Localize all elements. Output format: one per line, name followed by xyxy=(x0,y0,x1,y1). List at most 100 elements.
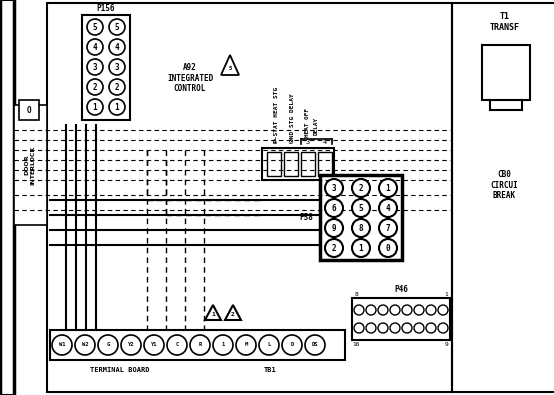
Bar xyxy=(301,152,315,176)
Circle shape xyxy=(121,335,141,355)
Text: 8: 8 xyxy=(354,293,358,297)
Text: G: G xyxy=(106,342,110,348)
Text: DS: DS xyxy=(312,342,318,348)
Circle shape xyxy=(87,39,103,55)
Text: 16: 16 xyxy=(352,342,360,346)
Circle shape xyxy=(144,335,164,355)
Text: W2: W2 xyxy=(82,342,88,348)
Text: 4: 4 xyxy=(386,203,391,213)
Text: 2: 2 xyxy=(332,243,336,252)
Text: DELAY: DELAY xyxy=(314,117,319,135)
Circle shape xyxy=(87,99,103,115)
Text: Y2: Y2 xyxy=(128,342,134,348)
Circle shape xyxy=(87,19,103,35)
Circle shape xyxy=(352,179,370,197)
Text: 2: 2 xyxy=(231,312,235,318)
Circle shape xyxy=(390,323,400,333)
Circle shape xyxy=(379,239,397,257)
Circle shape xyxy=(426,323,436,333)
Text: 4: 4 xyxy=(115,43,119,51)
Circle shape xyxy=(352,199,370,217)
Circle shape xyxy=(354,323,364,333)
Circle shape xyxy=(378,323,388,333)
Bar xyxy=(50,330,345,360)
Text: 2: 2 xyxy=(115,83,119,92)
Bar xyxy=(318,152,332,176)
Circle shape xyxy=(378,305,388,315)
Text: 5: 5 xyxy=(93,23,98,32)
Text: D: D xyxy=(290,342,294,348)
Text: 8: 8 xyxy=(358,224,363,233)
Text: 1: 1 xyxy=(272,139,276,145)
Text: T1
TRANSF: T1 TRANSF xyxy=(490,12,520,32)
Circle shape xyxy=(438,323,448,333)
Circle shape xyxy=(366,323,376,333)
Bar xyxy=(482,45,530,100)
Circle shape xyxy=(325,199,343,217)
Text: 1: 1 xyxy=(115,102,119,111)
Circle shape xyxy=(167,335,187,355)
Circle shape xyxy=(213,335,233,355)
Text: 1: 1 xyxy=(358,243,363,252)
Circle shape xyxy=(438,305,448,315)
Text: M: M xyxy=(244,342,248,348)
Bar xyxy=(320,175,402,260)
Circle shape xyxy=(414,323,424,333)
Bar xyxy=(19,100,39,120)
Circle shape xyxy=(109,79,125,95)
Circle shape xyxy=(87,59,103,75)
Text: P58: P58 xyxy=(299,213,313,222)
Text: O: O xyxy=(27,105,32,115)
Circle shape xyxy=(325,179,343,197)
Bar xyxy=(14,105,47,225)
Text: 4: 4 xyxy=(323,139,327,145)
Text: 2: 2 xyxy=(358,184,363,192)
Circle shape xyxy=(109,19,125,35)
Text: 3: 3 xyxy=(306,139,310,145)
Text: 1: 1 xyxy=(211,312,215,318)
Text: P46: P46 xyxy=(394,286,408,295)
Text: 5: 5 xyxy=(358,203,363,213)
Bar xyxy=(47,3,452,392)
Circle shape xyxy=(98,335,118,355)
Text: P156: P156 xyxy=(97,4,115,13)
Circle shape xyxy=(352,239,370,257)
Text: 2: 2 xyxy=(289,139,293,145)
Text: L: L xyxy=(268,342,270,348)
Bar xyxy=(284,152,298,176)
Circle shape xyxy=(366,305,376,315)
Circle shape xyxy=(282,335,302,355)
Text: 6: 6 xyxy=(332,203,336,213)
Text: 2: 2 xyxy=(93,83,98,92)
Text: 5: 5 xyxy=(115,23,119,32)
Text: 1: 1 xyxy=(93,102,98,111)
Text: 0: 0 xyxy=(386,243,391,252)
Circle shape xyxy=(354,305,364,315)
Text: 1: 1 xyxy=(386,184,391,192)
Text: HEAT OFF: HEAT OFF xyxy=(305,107,310,137)
Text: T-STAT HEAT STG: T-STAT HEAT STG xyxy=(274,87,279,143)
Text: Y1: Y1 xyxy=(151,342,157,348)
Text: 9: 9 xyxy=(332,224,336,233)
Circle shape xyxy=(109,59,125,75)
Circle shape xyxy=(325,239,343,257)
Circle shape xyxy=(402,323,412,333)
Circle shape xyxy=(379,199,397,217)
Text: 1: 1 xyxy=(444,293,448,297)
Circle shape xyxy=(236,335,256,355)
Text: C: C xyxy=(176,342,178,348)
Text: 3: 3 xyxy=(93,62,98,71)
Text: 3: 3 xyxy=(332,184,336,192)
Text: 5: 5 xyxy=(228,66,232,70)
Circle shape xyxy=(190,335,210,355)
Bar xyxy=(262,148,334,180)
Circle shape xyxy=(305,335,325,355)
Circle shape xyxy=(109,39,125,55)
Circle shape xyxy=(390,305,400,315)
Circle shape xyxy=(414,305,424,315)
Text: TERMINAL BOARD: TERMINAL BOARD xyxy=(90,367,150,373)
Bar xyxy=(352,298,450,340)
Text: 9: 9 xyxy=(444,342,448,346)
Text: CB0
CIRCUI
BREAK: CB0 CIRCUI BREAK xyxy=(490,170,518,200)
Circle shape xyxy=(52,335,72,355)
